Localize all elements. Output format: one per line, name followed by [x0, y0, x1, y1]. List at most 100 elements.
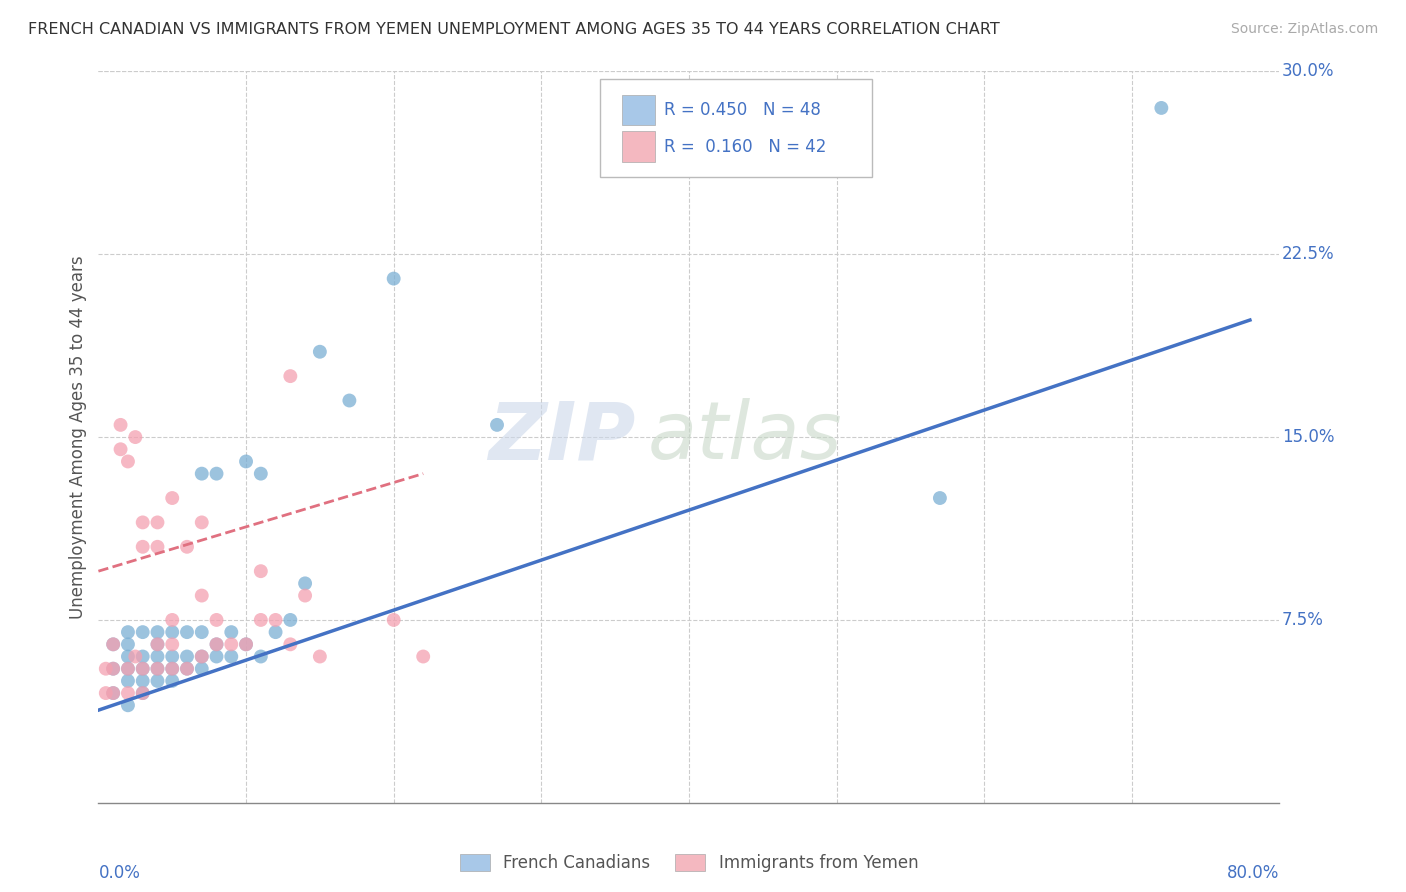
- Point: [146, 673, 169, 688]
- Point: [191, 589, 214, 603]
- Point: [132, 649, 155, 664]
- Point: [294, 589, 316, 603]
- Point: [132, 662, 155, 676]
- Point: [146, 637, 169, 651]
- Point: [205, 649, 228, 664]
- Point: [264, 613, 287, 627]
- Point: [176, 662, 198, 676]
- Point: [412, 649, 434, 664]
- Point: [117, 637, 139, 651]
- Text: 30.0%: 30.0%: [1282, 62, 1334, 80]
- Point: [146, 637, 169, 651]
- Text: 0.0%: 0.0%: [98, 863, 141, 882]
- Point: [309, 344, 332, 359]
- Point: [162, 613, 183, 627]
- Text: FRENCH CANADIAN VS IMMIGRANTS FROM YEMEN UNEMPLOYMENT AMONG AGES 35 TO 44 YEARS : FRENCH CANADIAN VS IMMIGRANTS FROM YEMEN…: [28, 22, 1000, 37]
- Point: [191, 625, 214, 640]
- Point: [132, 662, 155, 676]
- Point: [117, 673, 139, 688]
- Point: [219, 637, 242, 651]
- FancyBboxPatch shape: [621, 131, 655, 162]
- Y-axis label: Unemployment Among Ages 35 to 44 years: Unemployment Among Ages 35 to 44 years: [69, 255, 87, 619]
- Point: [205, 467, 228, 481]
- Point: [162, 673, 183, 688]
- Point: [146, 625, 169, 640]
- Text: ZIP: ZIP: [488, 398, 636, 476]
- Point: [278, 613, 302, 627]
- Point: [132, 625, 155, 640]
- Point: [117, 649, 139, 664]
- Point: [103, 662, 125, 676]
- Point: [1150, 101, 1173, 115]
- Point: [94, 662, 117, 676]
- Point: [205, 613, 228, 627]
- Point: [162, 637, 183, 651]
- Point: [124, 430, 146, 444]
- Point: [103, 637, 125, 651]
- Point: [191, 662, 214, 676]
- Point: [124, 649, 146, 664]
- Point: [162, 662, 183, 676]
- Text: 22.5%: 22.5%: [1282, 245, 1334, 263]
- Point: [309, 649, 332, 664]
- Point: [191, 649, 214, 664]
- Point: [117, 686, 139, 700]
- Point: [250, 564, 273, 578]
- Point: [103, 662, 125, 676]
- Point: [146, 540, 169, 554]
- Point: [250, 649, 273, 664]
- FancyBboxPatch shape: [600, 78, 872, 178]
- Point: [278, 369, 302, 384]
- Point: [235, 637, 257, 651]
- Point: [117, 454, 139, 468]
- Point: [162, 625, 183, 640]
- Point: [219, 649, 242, 664]
- Point: [176, 625, 198, 640]
- Point: [278, 637, 302, 651]
- Point: [928, 491, 950, 505]
- Point: [250, 613, 273, 627]
- Point: [382, 271, 405, 285]
- Point: [382, 613, 405, 627]
- Point: [235, 637, 257, 651]
- Point: [486, 417, 509, 432]
- Text: R =  0.160   N = 42: R = 0.160 N = 42: [664, 137, 827, 156]
- Point: [110, 442, 132, 457]
- Point: [117, 698, 139, 713]
- Text: 15.0%: 15.0%: [1282, 428, 1334, 446]
- Point: [176, 540, 198, 554]
- Point: [132, 686, 155, 700]
- Text: Source: ZipAtlas.com: Source: ZipAtlas.com: [1230, 22, 1378, 37]
- Point: [191, 467, 214, 481]
- Point: [191, 516, 214, 530]
- Point: [264, 625, 287, 640]
- Text: 80.0%: 80.0%: [1227, 863, 1279, 882]
- Point: [132, 673, 155, 688]
- Point: [219, 625, 242, 640]
- Text: atlas: atlas: [648, 398, 842, 476]
- Point: [250, 467, 273, 481]
- Point: [162, 649, 183, 664]
- Point: [103, 686, 125, 700]
- Point: [146, 649, 169, 664]
- Point: [337, 393, 360, 408]
- Legend: French Canadians, Immigrants from Yemen: French Canadians, Immigrants from Yemen: [453, 847, 925, 879]
- Point: [103, 637, 125, 651]
- Point: [132, 540, 155, 554]
- Point: [294, 576, 316, 591]
- Text: 7.5%: 7.5%: [1282, 611, 1323, 629]
- Point: [162, 662, 183, 676]
- Point: [94, 686, 117, 700]
- Point: [110, 417, 132, 432]
- Point: [176, 662, 198, 676]
- Point: [117, 662, 139, 676]
- Point: [146, 516, 169, 530]
- Point: [103, 686, 125, 700]
- Point: [146, 662, 169, 676]
- FancyBboxPatch shape: [621, 95, 655, 126]
- Point: [117, 662, 139, 676]
- Point: [191, 649, 214, 664]
- Point: [235, 454, 257, 468]
- Point: [162, 491, 183, 505]
- Point: [205, 637, 228, 651]
